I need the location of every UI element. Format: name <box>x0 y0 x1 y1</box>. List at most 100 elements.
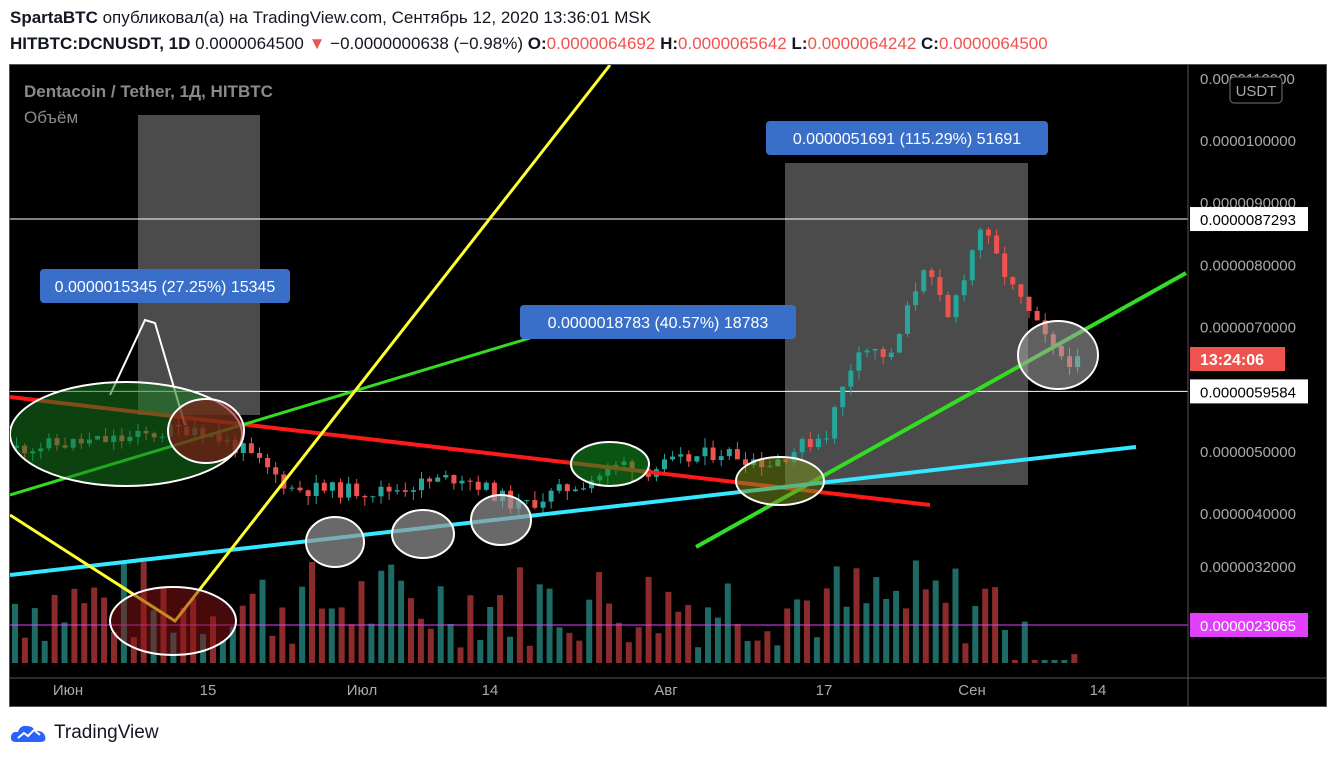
volume-bar <box>685 604 692 663</box>
x-tick-label: Сен <box>958 682 985 699</box>
candle <box>1026 296 1032 319</box>
volume-bar <box>546 588 553 663</box>
measure-label: 0.0000018783 (40.57%) 18783 <box>548 315 769 332</box>
close-value: 0.0000064500 <box>938 34 1048 53</box>
volume-bar <box>368 623 375 663</box>
measure-label: 0.0000051691 (115.29%) 51691 <box>793 131 1021 148</box>
candle-body <box>718 456 724 461</box>
currency-button[interactable] <box>1229 76 1283 104</box>
highlight-ellipse <box>167 398 245 464</box>
volume-bar <box>804 600 810 663</box>
candle-body <box>832 407 838 439</box>
highlight-ellipse <box>1017 320 1099 390</box>
candle <box>969 248 975 286</box>
chart-panel[interactable]: 0.00000400000.00000500000.00000600000.00… <box>9 64 1327 707</box>
time-axis[interactable]: Июн 15 Июл 14 Авг 17 Сен 14 <box>53 682 1107 699</box>
countdown-box <box>1190 347 1285 371</box>
white-arrow <box>109 318 186 426</box>
ellipses <box>10 320 1099 656</box>
volume-bar <box>279 607 286 663</box>
volume-bar <box>516 567 523 663</box>
volume-bar <box>903 608 909 663</box>
volume-bar <box>655 633 662 663</box>
candle <box>273 462 279 484</box>
candle <box>953 293 959 323</box>
candle-body <box>864 350 870 353</box>
candle-body <box>872 348 878 351</box>
x-tick-label: 15 <box>200 682 217 699</box>
volume-bar <box>526 645 533 663</box>
chart-svg[interactable]: 0.00000400000.00000500000.00000600000.00… <box>10 65 1327 707</box>
author[interactable]: SpartaBTC <box>10 8 98 27</box>
candle-body <box>929 270 935 278</box>
candle-body <box>824 438 829 440</box>
candle-body <box>459 480 465 484</box>
volume-bar <box>398 580 405 663</box>
candle-body <box>840 386 846 408</box>
candle <box>710 440 716 463</box>
x-tick-label: Авг <box>654 682 678 699</box>
volume-bar <box>556 627 563 663</box>
volume-bar <box>497 595 504 663</box>
price-axis[interactable]: 0.00000400000.00000500000.00000600000.00… <box>10 65 1327 707</box>
candle <box>824 430 829 444</box>
candle <box>977 227 983 259</box>
volume-bar <box>833 566 840 663</box>
candle <box>840 386 846 416</box>
volume-bar <box>259 579 266 663</box>
symbol: HITBTC:DCNUSDT, 1D <box>10 34 191 53</box>
currency-label[interactable]: USDT <box>1236 83 1277 100</box>
candle-body <box>273 467 279 475</box>
volume-bar <box>774 645 781 663</box>
candle <box>961 274 967 302</box>
volume-bar <box>754 640 761 663</box>
candle <box>378 480 384 504</box>
volume-bar <box>507 636 513 663</box>
candle-body <box>1010 277 1016 285</box>
volume-bar <box>1041 660 1048 663</box>
candle-body <box>702 447 708 457</box>
y-tick-label: 0.0000080000 <box>1200 257 1296 274</box>
candle <box>338 478 343 504</box>
candle-body <box>1002 253 1008 278</box>
volume-bar <box>81 603 88 663</box>
volume-bar <box>358 581 365 663</box>
candle <box>346 476 352 501</box>
volume-bar <box>952 568 959 663</box>
candle-body <box>807 439 813 447</box>
brand-name[interactable]: TradingView <box>54 722 159 743</box>
price-label: 0.0000059584 <box>1200 384 1296 401</box>
candle-body <box>289 487 295 489</box>
candle-body <box>856 352 862 371</box>
volume-bar <box>41 640 48 663</box>
volume-bar <box>1071 654 1078 663</box>
y-tick-label: 0.0000070000 <box>1200 320 1296 337</box>
x-tick-label: 14 <box>482 682 499 699</box>
candle-body <box>257 453 262 458</box>
candle <box>921 269 927 295</box>
price-label: 0.0000087293 <box>1200 212 1296 229</box>
candle-body <box>953 295 959 318</box>
candle-body <box>556 484 562 491</box>
x-tick-label: Июл <box>347 682 377 699</box>
candle <box>329 481 335 498</box>
candle <box>994 229 1000 254</box>
cyan-trendline <box>10 445 1137 577</box>
candle <box>1002 246 1008 285</box>
candle-body <box>686 454 692 462</box>
volume-bar <box>536 584 543 663</box>
candle <box>1034 306 1040 321</box>
volume-bar <box>487 606 494 663</box>
candle <box>313 474 319 504</box>
candle-body <box>913 291 919 306</box>
candle-body <box>888 352 894 358</box>
volume-bar <box>1002 629 1008 663</box>
candle <box>451 474 457 490</box>
volume-bar <box>378 570 385 663</box>
volume-bar <box>635 627 642 663</box>
volume-bar <box>893 590 900 663</box>
candle <box>572 486 578 492</box>
volume-bar <box>318 608 325 663</box>
candle-body <box>572 489 578 492</box>
last-price: 0.0000064500 <box>195 34 304 53</box>
